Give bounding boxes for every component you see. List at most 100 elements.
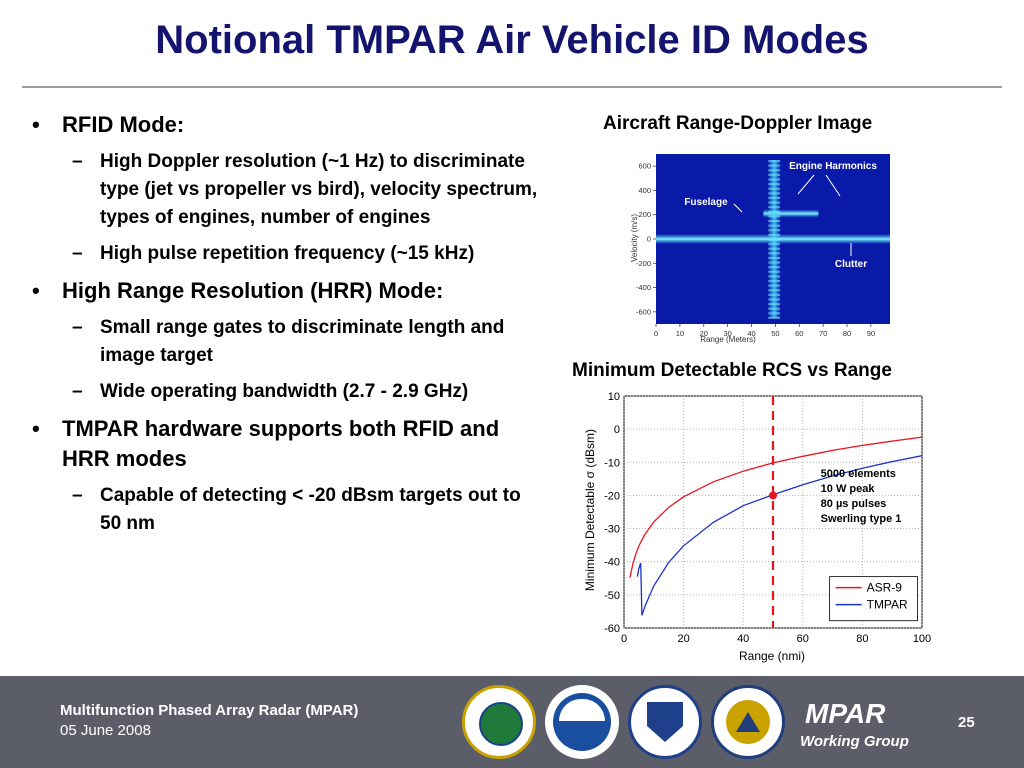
engine-harmonics-annotation: Engine Harmonics <box>789 161 877 172</box>
range-doppler-xtick-label: 70 <box>819 329 827 338</box>
harmonic-stripe <box>768 233 781 236</box>
harmonic-stripe <box>768 220 781 223</box>
range-doppler-xtick-label: 20 <box>700 329 708 338</box>
rcs-xtick-label: 40 <box>737 633 749 645</box>
rcs-ytick-label: 0 <box>614 424 620 436</box>
range-doppler-ytick-label: -600 <box>636 307 651 316</box>
subbullet-range-gates: – Small range gates to discriminate lengt… <box>72 317 505 366</box>
range-doppler-ytick-label: 600 <box>638 162 651 171</box>
harmonic-stripe <box>768 192 781 195</box>
rcs-ytick-label: -30 <box>604 524 620 536</box>
harmonic-stripe <box>768 187 781 190</box>
range-doppler-xtick-label: 80 <box>843 329 851 338</box>
rcs-xtick-label: 100 <box>913 633 931 645</box>
mpar-working-group: Working Group <box>800 733 909 750</box>
harmonic-stripe <box>768 224 781 227</box>
harmonic-stripe <box>768 215 781 218</box>
harmonic-stripe <box>768 284 781 287</box>
dod-seal-icon <box>711 685 785 759</box>
harmonic-stripe <box>768 238 781 241</box>
rcs-legend-box <box>829 576 918 622</box>
range-doppler-xtick-label: 60 <box>795 329 803 338</box>
harmonic-stripe <box>768 312 781 315</box>
harmonic-stripe <box>768 270 781 273</box>
harmonic-stripe <box>768 303 781 306</box>
harmonic-stripe <box>768 196 781 199</box>
rcs-ytick-label: -40 <box>604 557 620 569</box>
rcs-xtick-label: 0 <box>621 633 627 645</box>
engine-harmonics-leader <box>797 174 815 195</box>
harmonic-stripe <box>768 275 781 278</box>
footer-date: 05 June 2008 <box>60 722 151 739</box>
rcs-ylabel: Minimum Detectable σ (dBsm) <box>583 429 597 591</box>
rcs-annotation-line: 10 W peak <box>821 483 876 495</box>
range-doppler-ytick-label: -200 <box>636 259 651 268</box>
harmonic-stripe <box>768 183 781 186</box>
range-doppler-xtick-label: 30 <box>723 329 731 338</box>
harmonic-stripe <box>768 160 781 163</box>
page-number: 25 <box>958 714 975 731</box>
range-doppler-feature-engine-harmonics-stripes <box>768 160 781 319</box>
harmonic-stripe <box>768 210 781 213</box>
harmonic-stripe <box>768 201 781 204</box>
rcs-legend-label: TMPAR <box>867 598 908 612</box>
subbullet-doppler-resolution: – High Doppler resolution (~1 Hz) to disc… <box>72 151 538 228</box>
slide-title: Notional TMPAR Air Vehicle ID Modes <box>155 18 869 62</box>
range-doppler-xtick-label: 40 <box>747 329 755 338</box>
range-doppler-xtick-label: 10 <box>676 329 684 338</box>
bullet-list: • RFID Mode: – High Doppler resolution (~1… <box>28 110 538 546</box>
dhs-seal-icon <box>628 685 702 759</box>
harmonic-stripe <box>768 229 781 232</box>
bullet-rfid-mode: • RFID Mode: <box>32 112 185 137</box>
rcs-marker-point <box>769 491 777 500</box>
rcs-xtick-label: 60 <box>797 633 809 645</box>
fuselage-annotation: Fuselage <box>684 197 728 208</box>
faa-seal-icon <box>462 685 536 759</box>
rcs-annotation-line: Swerling type 1 <box>821 513 902 525</box>
bullet-hardware-support: • TMPAR hardware supports both RFID and H… <box>32 416 500 471</box>
range-doppler-title: Aircraft Range-Doppler Image <box>603 113 873 134</box>
harmonic-stripe <box>768 316 781 319</box>
harmonic-stripe <box>768 293 781 296</box>
rcs-ytick-label: -20 <box>604 490 620 502</box>
harmonic-stripe <box>768 256 781 259</box>
subbullet-detection-capability: – Capable of detecting < -20 dBsm targets… <box>72 485 521 534</box>
harmonic-stripe <box>768 206 781 209</box>
rcs-xlabel: Range (nmi) <box>739 649 805 663</box>
noaa-seal-icon <box>545 685 619 759</box>
rcs-range-title: Minimum Detectable RCS vs Range <box>572 360 892 381</box>
range-doppler-xtick-label: 0 <box>654 329 658 338</box>
title-divider <box>22 86 1002 88</box>
harmonic-stripe <box>768 307 781 310</box>
harmonic-stripe <box>768 280 781 283</box>
subbullet-bandwidth: – Wide operating bandwidth (2.7 - 2.9 GHz… <box>72 381 469 402</box>
harmonic-stripe <box>768 252 781 255</box>
range-doppler-feature-fuselage <box>763 209 819 218</box>
harmonic-stripe <box>768 298 781 301</box>
rcs-legend: ASR-9 TMPAR <box>829 576 918 622</box>
rcs-ytick-label: -50 <box>604 590 620 602</box>
harmonic-stripe <box>768 266 781 269</box>
range-doppler-ytick-label: 200 <box>638 210 651 219</box>
rcs-annotation-line: 5000 elements <box>821 468 896 480</box>
clutter-annotation: Clutter <box>835 259 867 270</box>
harmonic-stripe <box>768 173 781 176</box>
rcs-ytick-label: -10 <box>604 457 620 469</box>
range-doppler-xtick-label: 50 <box>771 329 779 338</box>
mpar-logo-text: MPAR <box>805 698 886 729</box>
range-doppler-ylabel: Velocity (m/s) <box>630 214 639 262</box>
harmonic-stripe <box>768 243 781 246</box>
harmonic-stripe <box>768 289 781 292</box>
bullet-hrr-mode: • High Range Resolution (HRR) Mode: <box>32 278 444 303</box>
footer-bar: Multifunction Phased Array Radar (MPAR) … <box>0 676 1024 768</box>
harmonic-stripe <box>768 261 781 264</box>
rcs-xtick-label: 80 <box>856 633 868 645</box>
rcs-annotation-line: 80 µs pulses <box>821 498 887 510</box>
harmonic-stripe <box>768 178 781 181</box>
rcs-ytick-label: -60 <box>604 623 620 635</box>
rcs-series-tmpar <box>636 455 923 616</box>
rcs-ytick-label: 10 <box>608 391 620 403</box>
rcs-xtick-label: 20 <box>677 633 689 645</box>
range-doppler-xlabel: Range (Meters) <box>700 335 756 344</box>
